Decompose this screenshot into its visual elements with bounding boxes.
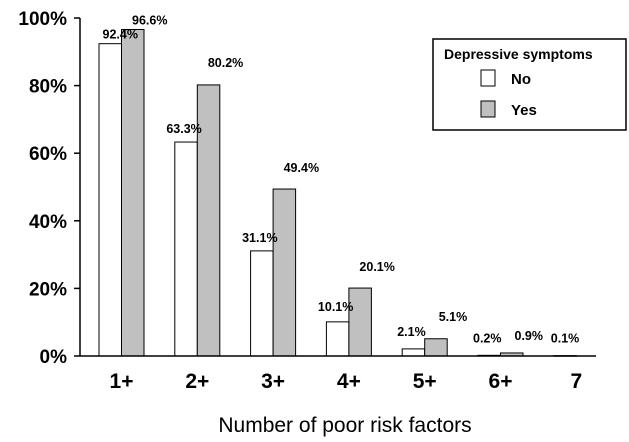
legend-label-yes: Yes <box>511 102 537 119</box>
y-axis: 0% 20% 40% 60% 80% 100% <box>18 9 81 368</box>
data-label-no: 10.1% <box>318 300 353 314</box>
data-label-yes: 49.4% <box>284 161 319 175</box>
legend-title: Depressive symptoms <box>444 46 593 62</box>
legend-swatch-yes <box>480 100 496 118</box>
data-label-no: 0.2% <box>473 331 502 345</box>
bar-yes-1+ <box>121 28 145 357</box>
data-labels: 92.4%96.6% 63.3% 80.2% 31.1% 49.4% 10.1% 20.1%… <box>103 13 580 345</box>
data-label-no: 63.3% <box>166 122 201 136</box>
data-label-yes: 5.1% <box>439 310 468 324</box>
data-label-yes: 80.2% <box>208 56 243 70</box>
y-tick-label: 40% <box>29 212 67 233</box>
y-tick-label: 80% <box>29 77 67 98</box>
bar-yes-5+ <box>424 338 448 357</box>
x-tick-label: 6+ <box>489 370 513 393</box>
x-axis: 1+ 2+ 3+ 4+ 5+ 6+ 7 <box>80 355 596 393</box>
data-label-yes: 0.9% <box>515 329 544 343</box>
legend-box <box>432 38 627 131</box>
x-axis-title: Number of poor risk factors <box>218 414 471 437</box>
y-tick-label: 20% <box>29 279 67 300</box>
bar-no-5+ <box>401 348 426 357</box>
bar-no-3+ <box>250 250 274 357</box>
x-tick-label: 7 <box>570 370 582 393</box>
x-tick-label: 2+ <box>185 370 209 393</box>
legend-swatch-no <box>480 69 496 87</box>
data-label-no: 92.4% <box>103 28 138 42</box>
y-tick-label: 0% <box>40 347 68 368</box>
y-tick-label: 60% <box>29 144 67 165</box>
x-tick-label: 1+ <box>110 370 134 393</box>
bar-yes-3+ <box>272 188 297 357</box>
x-tick-label: 5+ <box>413 370 437 393</box>
x-tick-label: 4+ <box>337 370 361 393</box>
x-tick-label: 3+ <box>261 370 285 393</box>
bar-no-4+ <box>325 321 350 357</box>
bar-yes-4+ <box>348 287 372 357</box>
y-tick-label: 100% <box>18 9 67 30</box>
bar-no-2+ <box>174 141 198 357</box>
data-label-no: 2.1% <box>397 325 426 339</box>
bar-no-1+ <box>98 43 122 357</box>
data-label-yes: 20.1% <box>359 260 394 274</box>
data-label-no: 0.1% <box>551 332 580 346</box>
legend: Depressive symptoms No Yes <box>432 38 627 131</box>
legend-label-no: No <box>511 71 531 88</box>
data-label-no: 31.1% <box>242 231 277 245</box>
data-label-yes: 96.6% <box>132 13 167 27</box>
bars <box>98 28 577 357</box>
